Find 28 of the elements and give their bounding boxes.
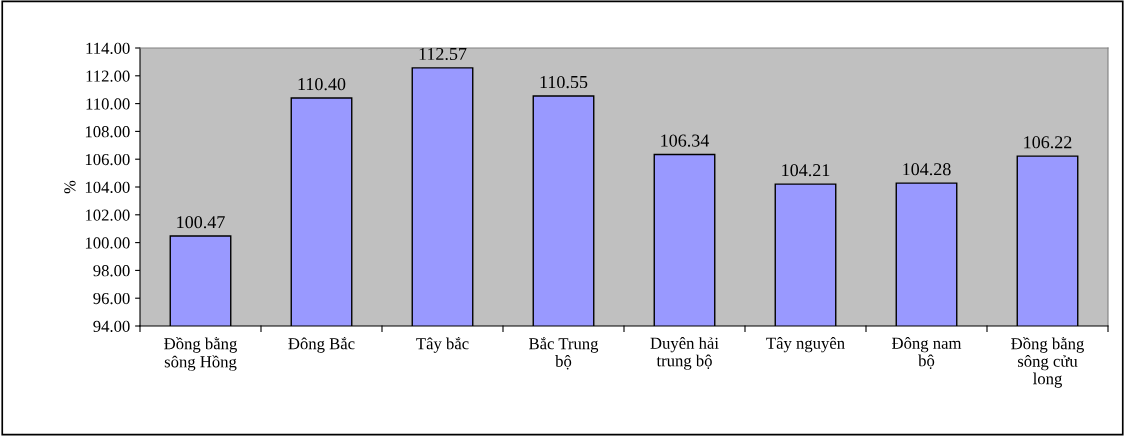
data-label: 104.28 — [903, 163, 951, 176]
x-tick-label: Tây bắc — [416, 337, 469, 353]
y-tick-label: 106.00 — [85, 153, 130, 166]
y-tick-label: 108.00 — [85, 126, 130, 138]
data-label: 106.22 — [1024, 136, 1072, 149]
x-tick-label: Đông nam bộ — [891, 337, 962, 369]
x-tick-label: Duyên hải trung bộ — [650, 337, 719, 370]
data-label: 106.34 — [661, 134, 710, 147]
data-label: 100.47 — [177, 216, 225, 229]
y-tick-label: 110.00 — [86, 98, 130, 110]
x-tick-label: Tây nguyên — [766, 337, 845, 353]
y-axis-title: % — [64, 180, 76, 194]
y-tick-label: 100.00 — [85, 237, 130, 249]
y-tick-label: 102.00 — [85, 209, 130, 221]
x-tick-label: Bắc Trung bộ — [529, 337, 599, 370]
x-tick-label: Đông Bắc — [288, 337, 355, 353]
x-tick-label: Đồng bằng sông Hồng — [164, 337, 237, 371]
y-tick-label: 112.00 — [86, 70, 130, 82]
data-label: 112.57 — [419, 47, 467, 61]
y-tick-label: 98.00 — [93, 265, 130, 277]
x-tick-label: Đồng bằng sông cửu long — [1011, 337, 1084, 388]
data-label: 110.40 — [298, 78, 346, 91]
y-tick-label: 114.00 — [86, 42, 130, 55]
y-tick-label: 96.00 — [93, 292, 130, 305]
data-label: 104.21 — [782, 164, 830, 177]
data-label: 110.55 — [540, 75, 588, 89]
y-tick-label: 94.00 — [93, 320, 130, 333]
y-tick-label: 104.00 — [85, 181, 130, 194]
